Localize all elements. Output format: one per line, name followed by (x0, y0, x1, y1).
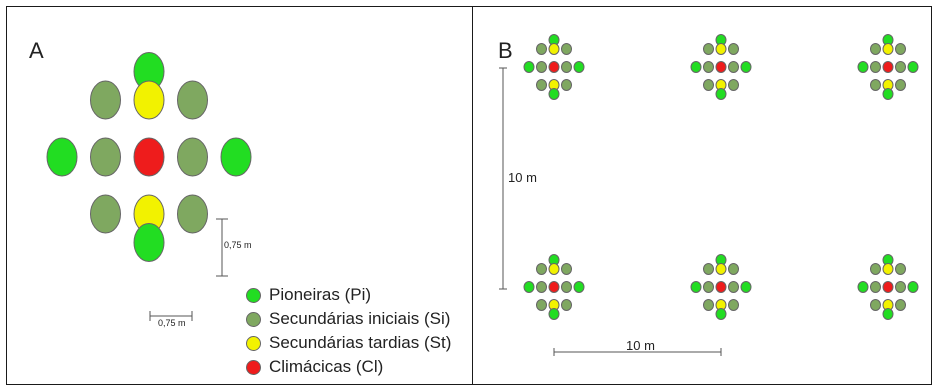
panel-b-cluster-6-tree-secundaria-inicial (895, 299, 906, 311)
panel-b-cluster-1-tree-secundaria-inicial (561, 43, 572, 55)
panel-b-cluster-6-tree-secundaria-inicial (870, 263, 881, 275)
panel-b-cluster-6-tree-climacica (882, 281, 894, 293)
legend: Pioneiras (Pi) Secundárias iniciais (Si)… (246, 283, 451, 379)
panel-b-cluster-5-tree-pioneira (715, 308, 727, 320)
panel-a-letter: A (29, 38, 44, 63)
legend-label: Secundárias tardias (St) (269, 333, 452, 352)
panel-b-cluster-2-tree-pioneira (740, 61, 752, 73)
panel-b-cluster-3-tree-climacica (882, 61, 894, 73)
panel-b-cluster-6-tree-pioneira (857, 281, 869, 293)
panel-b-cluster-1-tree-pioneira (548, 88, 560, 100)
panel-b-cluster-3-tree-pioneira (857, 61, 869, 73)
panel-b-cluster-4-tree-secundaria-inicial (536, 299, 547, 311)
panel-b-cluster-6-tree-pioneira (907, 281, 919, 293)
legend-item-climacicas: Climácicas (Cl) (246, 355, 451, 379)
panel-a-tree-secundaria-tardia (133, 80, 165, 120)
legend-label: Secundárias iniciais (Si) (269, 309, 451, 328)
panel-b-cluster-1-tree-secundaria-tardia (548, 43, 560, 55)
panel-b-cluster-4-tree-secundaria-tardia (548, 263, 560, 275)
legend-item-secundarias-iniciais: Secundárias iniciais (Si) (246, 307, 451, 331)
panel-b-cluster-5-tree-pioneira (740, 281, 752, 293)
legend-item-pioneiras: Pioneiras (Pi) (246, 283, 451, 307)
panel-b-cluster-3-tree-secundaria-inicial (870, 43, 881, 55)
panel-a-horizontal-scale-label: 0,75 m (158, 318, 186, 328)
panel-b-cluster-1-tree-pioneira (523, 61, 535, 73)
panel-b-cluster-5-tree-climacica (715, 281, 727, 293)
panel-b-cluster-2-tree-pioneira (690, 61, 702, 73)
legend-swatch (246, 359, 261, 375)
panel-a-tree-secundaria-inicial (90, 137, 121, 177)
panel-b-cluster-2-tree-secundaria-inicial (728, 61, 739, 73)
panel-b-cluster-4-tree-secundaria-inicial (536, 281, 547, 293)
panel-b-cluster-5-tree-pioneira (690, 281, 702, 293)
panel-a-tree-pioneira (46, 137, 78, 177)
panel-b-cluster-2-tree-secundaria-inicial (728, 43, 739, 55)
panel-b-cluster-3-tree-pioneira (907, 61, 919, 73)
panel-b-cluster-3-tree-secundaria-inicial (895, 79, 906, 91)
panel-b-cluster-2-tree-secundaria-inicial (703, 61, 714, 73)
panel-a-tree-secundaria-inicial (90, 194, 121, 234)
legend-swatch (246, 287, 261, 303)
legend-swatch (246, 311, 261, 327)
panel-b-horizontal-scale-label: 10 m (626, 338, 655, 353)
legend-item-secundarias-tardias: Secundárias tardias (St) (246, 331, 451, 355)
panel-b-cluster-2-tree-secundaria-inicial (728, 79, 739, 91)
panel-b-cluster-5-tree-secundaria-inicial (728, 299, 739, 311)
panel-a-tree-secundaria-inicial (177, 194, 208, 234)
panel-a-tree-secundaria-inicial (90, 80, 121, 120)
panel-b-cluster-3-tree-pioneira (882, 88, 894, 100)
panel-a-tree-secundaria-inicial (177, 80, 208, 120)
panel-b-cluster-6-tree-secundaria-inicial (895, 263, 906, 275)
legend-label: Climácicas (Cl) (269, 357, 384, 376)
panel-b-cluster-3-tree-secundaria-inicial (870, 79, 881, 91)
panel-b-cluster-3-tree-secundaria-inicial (870, 61, 881, 73)
panel-b-cluster-1-tree-pioneira (573, 61, 585, 73)
panel-b-cluster-1-tree-secundaria-inicial (536, 61, 547, 73)
panel-b-cluster-3-tree-secundaria-tardia (882, 43, 894, 55)
panel-b-cluster-6-tree-secundaria-inicial (870, 299, 881, 311)
panel-b-cluster-1-tree-secundaria-inicial (536, 79, 547, 91)
panel-b-cluster-4-tree-secundaria-inicial (536, 263, 547, 275)
legend-swatch (246, 335, 261, 351)
panel-b-cluster-4-tree-secundaria-inicial (561, 263, 572, 275)
panel-b-cluster-4-tree-pioneira (573, 281, 585, 293)
panel-b-cluster-2-tree-pioneira (715, 88, 727, 100)
panel-b-cluster-2-tree-secundaria-tardia (715, 43, 727, 55)
panel-b-cluster-5-tree-secundaria-inicial (703, 299, 714, 311)
panel-b-cluster-5-tree-secundaria-inicial (728, 263, 739, 275)
panel-b-cluster-2-tree-secundaria-inicial (703, 79, 714, 91)
panel-b-cluster-1-tree-secundaria-inicial (561, 79, 572, 91)
panel-b-vertical-scale-label: 10 m (508, 170, 537, 185)
legend-label: Pioneiras (Pi) (269, 285, 372, 304)
panel-a-tree-climacica (133, 137, 165, 177)
panel-b-cluster-3-tree-secundaria-inicial (895, 43, 906, 55)
panel-b-cluster-4-tree-pioneira (548, 308, 560, 320)
panel-b-frame (472, 6, 932, 385)
panel-b-cluster-1-tree-climacica (548, 61, 560, 73)
panel-a-tree-pioneira (220, 137, 252, 177)
panel-b-cluster-5-tree-secundaria-inicial (703, 281, 714, 293)
panel-b-cluster-4-tree-pioneira (523, 281, 535, 293)
panel-b-letter: B (498, 38, 513, 63)
panel-b-cluster-6-tree-secundaria-inicial (870, 281, 881, 293)
panel-a-tree-secundaria-inicial (177, 137, 208, 177)
panel-b-cluster-4-tree-climacica (548, 281, 560, 293)
panel-b-cluster-2-tree-climacica (715, 61, 727, 73)
panel-b-cluster-6-tree-pioneira (882, 308, 894, 320)
panel-b-cluster-5-tree-secundaria-tardia (715, 263, 727, 275)
panel-b-cluster-4-tree-secundaria-inicial (561, 281, 572, 293)
panel-b-cluster-5-tree-secundaria-inicial (728, 281, 739, 293)
panel-b-cluster-6-tree-secundaria-inicial (895, 281, 906, 293)
panel-b-cluster-1-tree-secundaria-inicial (536, 43, 547, 55)
panel-a-tree-pioneira (133, 223, 165, 262)
panel-b-cluster-2-tree-secundaria-inicial (703, 43, 714, 55)
panel-b-cluster-3-tree-secundaria-inicial (895, 61, 906, 73)
panel-a-vertical-scale-label: 0,75 m (224, 240, 252, 250)
panel-b-cluster-4-tree-secundaria-inicial (561, 299, 572, 311)
panel-b-cluster-6-tree-secundaria-tardia (882, 263, 894, 275)
panel-b-cluster-1-tree-secundaria-inicial (561, 61, 572, 73)
panel-b-cluster-5-tree-secundaria-inicial (703, 263, 714, 275)
